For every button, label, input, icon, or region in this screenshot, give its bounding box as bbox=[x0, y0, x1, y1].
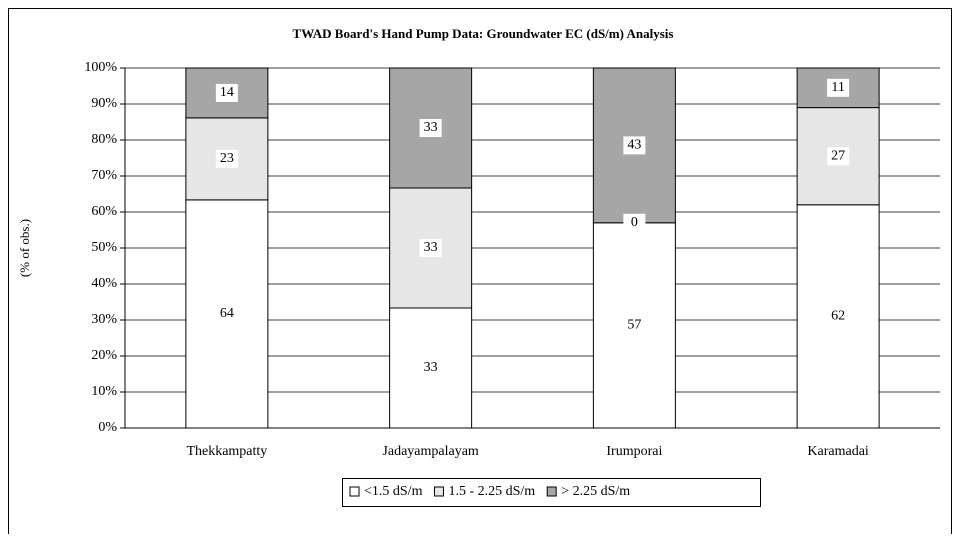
value-label: 11 bbox=[831, 80, 844, 95]
legend-swatch bbox=[546, 486, 557, 497]
value-label-bg bbox=[623, 136, 646, 155]
y-tick-label: 30% bbox=[91, 312, 117, 327]
chart-frame bbox=[8, 8, 952, 539]
value-label: 33 bbox=[424, 120, 438, 135]
y-tick-label: 10% bbox=[91, 384, 117, 399]
value-label-bg bbox=[215, 149, 238, 168]
legend-label: <1.5 dS/m bbox=[364, 484, 423, 499]
y-tick-label: 100% bbox=[84, 60, 117, 75]
value-label-bg bbox=[215, 83, 238, 102]
value-label-bg bbox=[623, 316, 646, 335]
y-tick-label: 50% bbox=[91, 240, 117, 255]
value-label: 62 bbox=[831, 309, 845, 324]
value-label: 14 bbox=[220, 85, 234, 100]
y-tick-label: 0% bbox=[98, 420, 117, 435]
value-label: 64 bbox=[220, 306, 234, 321]
value-label-bg bbox=[827, 147, 850, 166]
legend-swatch bbox=[349, 486, 360, 497]
y-axis-label: (% of obs.) bbox=[17, 219, 32, 277]
y-tick-label: 40% bbox=[91, 276, 117, 291]
value-label: 33 bbox=[424, 360, 438, 375]
y-tick-label: 60% bbox=[91, 204, 117, 219]
value-label-bg bbox=[827, 78, 850, 97]
legend-swatch bbox=[433, 486, 444, 497]
value-label: 33 bbox=[424, 240, 438, 255]
x-tick-label: Thekkampatty bbox=[186, 444, 267, 459]
value-label-bg bbox=[419, 239, 442, 257]
x-tick-label: Irumporai bbox=[606, 444, 662, 459]
value-label-bg bbox=[419, 119, 442, 137]
value-label: 27 bbox=[831, 148, 845, 163]
value-label: 43 bbox=[627, 138, 641, 153]
legend-label: > 2.25 dS/m bbox=[561, 484, 630, 499]
value-label-bg bbox=[623, 213, 646, 232]
value-label: 0 bbox=[631, 215, 638, 230]
value-label: 57 bbox=[627, 318, 641, 333]
value-label: 23 bbox=[220, 151, 234, 166]
value-label-bg bbox=[827, 307, 850, 326]
y-tick-label: 70% bbox=[91, 168, 117, 183]
value-label-bg bbox=[215, 304, 238, 323]
y-tick-label: 20% bbox=[91, 348, 117, 363]
value-label-bg bbox=[419, 359, 442, 377]
y-tick-label: 80% bbox=[91, 132, 117, 147]
y-tick-label: 90% bbox=[91, 96, 117, 111]
x-tick-label: Jadayampalayam bbox=[382, 444, 479, 459]
x-tick-label: Karamadai bbox=[807, 444, 869, 459]
chart-title: TWAD Board's Hand Pump Data: Groundwater… bbox=[293, 26, 674, 41]
legend-label: 1.5 - 2.25 dS/m bbox=[448, 484, 535, 499]
